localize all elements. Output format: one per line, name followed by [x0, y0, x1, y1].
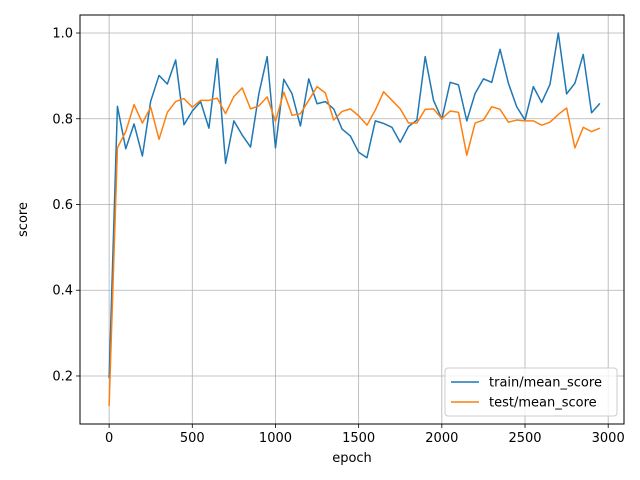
- x-tick-label: 500: [180, 431, 205, 446]
- x-tick-label: 1500: [342, 431, 375, 446]
- x-tick-label: 0: [105, 431, 113, 446]
- legend-label-test: test/mean_score: [489, 396, 597, 411]
- plot-area-frame: [79, 14, 625, 425]
- series-line-test: [108, 85, 601, 407]
- y-axis-ticks: 0.2 0.4 0.6 0.8 1.0: [52, 27, 80, 384]
- x-tick-label: 1000: [259, 431, 292, 446]
- legend: train/mean_score test/mean_score: [444, 367, 618, 417]
- y-tick-label: 0.8: [52, 112, 73, 127]
- y-tick-label: 0.4: [52, 284, 73, 299]
- series-layer: [108, 32, 601, 407]
- y-tick-label: 1.0: [52, 27, 73, 42]
- y-tick-label: 0.6: [52, 198, 73, 213]
- legend-label-train: train/mean_score: [489, 376, 602, 391]
- x-tick-label: 2500: [508, 431, 541, 446]
- x-axis-label: epoch: [332, 451, 372, 466]
- x-tick-label: 2000: [425, 431, 458, 446]
- series-line-train: [108, 32, 601, 379]
- y-axis-label: score: [16, 202, 31, 237]
- x-tick-label: 3000: [592, 431, 625, 446]
- grid-lines: [80, 15, 624, 424]
- y-tick-label: 0.2: [52, 369, 73, 384]
- legend-box: [444, 367, 618, 417]
- x-axis-ticks: 0 500 1000 1500 2000 2500 3000: [105, 424, 625, 446]
